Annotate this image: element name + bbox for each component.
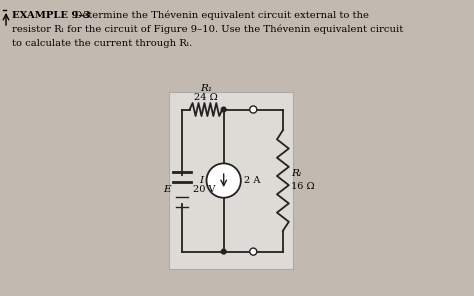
Text: EXAMPLE 9–3: EXAMPLE 9–3 [12,11,90,20]
Circle shape [221,249,226,254]
Circle shape [221,107,226,112]
Text: resistor Rₗ for the circuit of Figure 9–10. Use the Thévenin equivalent circuit: resistor Rₗ for the circuit of Figure 9–… [12,25,403,35]
Text: Rₗ: Rₗ [291,169,301,178]
Text: 20 V: 20 V [193,185,216,194]
Text: I: I [199,176,203,185]
Text: E: E [164,185,171,194]
Circle shape [207,163,241,198]
Circle shape [250,106,257,113]
Text: 2 A: 2 A [245,176,261,185]
Text: to calculate the current through Rₗ.: to calculate the current through Rₗ. [12,39,192,48]
Text: R₁: R₁ [200,84,212,93]
Text: 16 Ω: 16 Ω [291,182,315,191]
Circle shape [250,248,257,255]
Text: 24 Ω: 24 Ω [194,93,218,102]
FancyBboxPatch shape [169,92,293,269]
Text: Determine the Thévenin equivalent circuit external to the: Determine the Thévenin equivalent circui… [68,11,369,20]
